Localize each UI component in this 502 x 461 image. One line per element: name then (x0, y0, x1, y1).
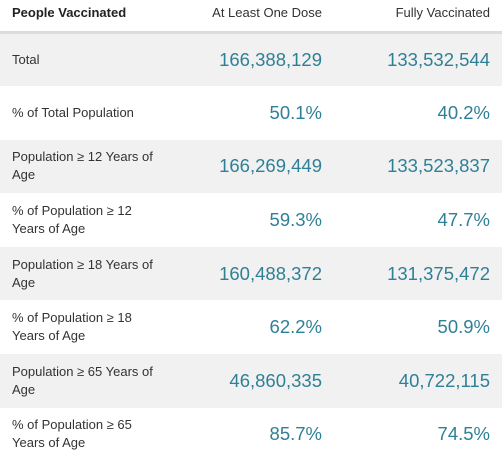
row-label: % of Total Population (0, 86, 166, 140)
at-least-one-dose-value: 160,488,372 (166, 246, 334, 301)
table-row: % of Population ≥ 18 Years of Age 62.2% … (0, 300, 502, 355)
fully-vaccinated-value: 131,375,472 (334, 246, 502, 301)
row-label: % of Population ≥ 65 Years of Age (0, 407, 166, 461)
at-least-one-dose-value: 50.1% (166, 86, 334, 140)
at-least-one-dose-value: 62.2% (166, 300, 334, 355)
at-least-one-dose-value: 166,269,449 (166, 139, 334, 194)
table-row: % of Population ≥ 65 Years of Age 85.7% … (0, 407, 502, 461)
table-row: Population ≥ 12 Years of Age 166,269,449… (0, 139, 502, 194)
fully-vaccinated-value: 133,532,544 (334, 32, 502, 87)
fully-vaccinated-value: 47.7% (334, 193, 502, 247)
row-label: Population ≥ 18 Years of Age (0, 246, 166, 301)
table-row: % of Total Population 50.1% 40.2% (0, 86, 502, 140)
row-label: % of Population ≥ 12 Years of Age (0, 193, 166, 247)
fully-vaccinated-value: 40,722,115 (334, 354, 502, 408)
fully-vaccinated-value: 50.9% (334, 300, 502, 355)
row-label: % of Population ≥ 18 Years of Age (0, 300, 166, 355)
table-row: Population ≥ 65 Years of Age 46,860,335 … (0, 354, 502, 408)
table-row: Population ≥ 18 Years of Age 160,488,372… (0, 246, 502, 301)
row-label: Total (0, 32, 166, 87)
table-row: % of Population ≥ 12 Years of Age 59.3% … (0, 193, 502, 247)
fully-vaccinated-value: 40.2% (334, 86, 502, 140)
row-label: Population ≥ 65 Years of Age (0, 354, 166, 408)
header-at-least-one-dose: At Least One Dose (166, 0, 334, 34)
row-label: Population ≥ 12 Years of Age (0, 139, 166, 194)
at-least-one-dose-value: 85.7% (166, 407, 334, 461)
at-least-one-dose-value: 59.3% (166, 193, 334, 247)
at-least-one-dose-value: 166,388,129 (166, 32, 334, 87)
fully-vaccinated-value: 74.5% (334, 407, 502, 461)
header-people-vaccinated: People Vaccinated (0, 0, 166, 34)
header-fully-vaccinated: Fully Vaccinated (334, 0, 502, 34)
at-least-one-dose-value: 46,860,335 (166, 354, 334, 408)
table-header-row: People Vaccinated At Least One Dose Full… (0, 0, 502, 34)
fully-vaccinated-value: 133,523,837 (334, 139, 502, 194)
table-row: Total 166,388,129 133,532,544 (0, 32, 502, 87)
